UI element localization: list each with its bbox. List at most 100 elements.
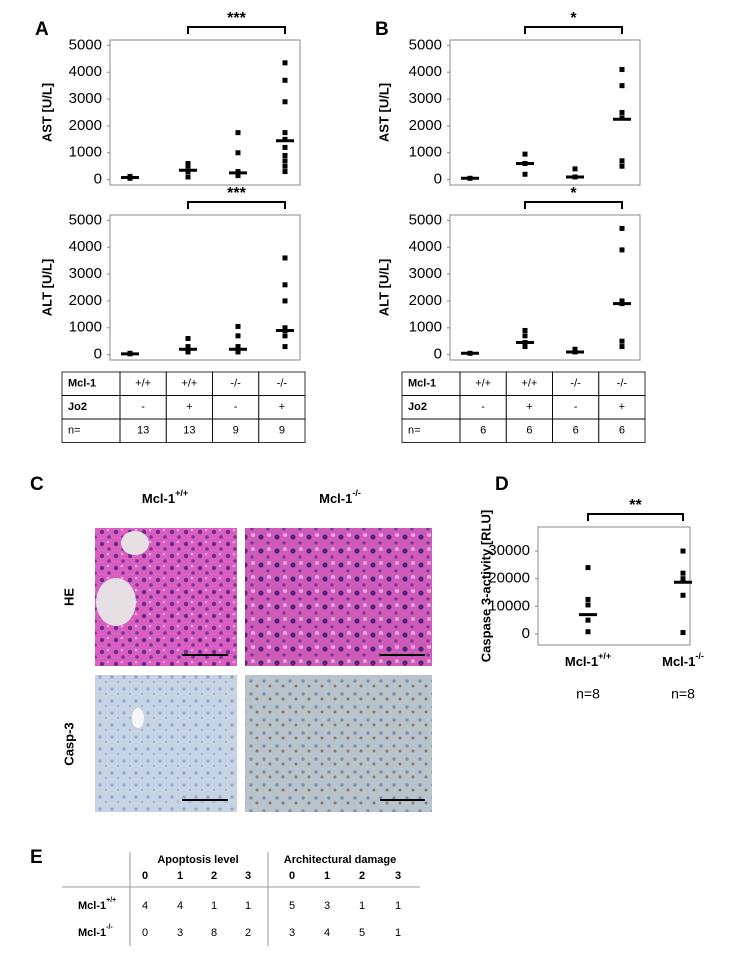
y-tick-label: 4000 [69, 238, 102, 255]
data-point [282, 344, 288, 350]
data-point [282, 255, 288, 261]
table-text: 9 [279, 425, 285, 437]
data-point [185, 174, 191, 180]
table-cell [258, 418, 306, 443]
data-point [282, 152, 288, 158]
y-tick-label: 3000 [69, 265, 102, 282]
y-tick-label: 2000 [69, 117, 102, 134]
score-row-label: Mcl-1+/+ [78, 897, 116, 912]
data-point [619, 225, 625, 231]
score-row-label-base: Mcl-1 [78, 900, 106, 912]
data-point [619, 298, 625, 304]
row-label: Casp-3 [61, 722, 76, 765]
data-point [282, 158, 288, 164]
data-point [235, 333, 241, 339]
data-point [235, 173, 241, 179]
data-point [235, 323, 241, 329]
data-point [585, 596, 591, 602]
significance-bracket [187, 26, 286, 34]
data-point [282, 99, 288, 105]
data-point [282, 282, 288, 288]
table-text: +/+ [181, 378, 197, 390]
y-tick-label: 3000 [409, 90, 442, 107]
data-point [585, 565, 591, 571]
group-label-sup: -/- [695, 651, 704, 661]
y-tick-label: 1000 [69, 319, 102, 336]
plot-area [449, 39, 641, 186]
data-point [680, 576, 686, 582]
column-title: Mcl-1-/- [319, 488, 361, 506]
score-value: 1 [395, 900, 401, 912]
y-tick-label: 5000 [409, 36, 442, 53]
table-text: n= [408, 425, 421, 437]
table-text: Mcl-1 [68, 378, 96, 390]
y-tick-label: 5000 [69, 211, 102, 228]
y-tick-label: 20000 [488, 570, 530, 587]
score-value: 1 [359, 900, 365, 912]
panel-label: D [495, 474, 509, 495]
data-point [282, 169, 288, 175]
significance-bracket [524, 26, 623, 34]
table-text: -/- [277, 378, 288, 390]
score-value: 2 [245, 927, 251, 939]
data-point [680, 630, 686, 636]
row-label: HE [61, 588, 76, 606]
y-tick-label: 5000 [69, 36, 102, 53]
plot-area [109, 214, 301, 361]
data-point [619, 163, 625, 169]
data-point [585, 617, 591, 623]
significance-bracket [587, 513, 684, 521]
score-level: 0 [142, 870, 148, 882]
table-text: 6 [526, 425, 532, 437]
score-level: 3 [245, 870, 251, 882]
y-tick-label: 2000 [409, 117, 442, 134]
data-point [680, 548, 686, 554]
y-tick-label: 10000 [488, 597, 530, 614]
score-value: 5 [289, 900, 295, 912]
significance-label: * [570, 10, 577, 27]
column-title-base: Mcl-1 [319, 491, 352, 506]
data-point [282, 298, 288, 304]
he-image-ko [245, 528, 432, 666]
significance-label: * [570, 185, 577, 202]
table-text: -/- [617, 378, 628, 390]
column-title-sup: +/+ [175, 488, 188, 498]
score-row-label-sup: +/+ [106, 897, 116, 904]
score-value: 3 [177, 927, 183, 939]
casp3-image-wt [95, 675, 237, 812]
y-tick-label: 3000 [69, 90, 102, 107]
data-point [619, 83, 625, 89]
table-text: 6 [480, 425, 486, 437]
data-point [185, 344, 191, 350]
data-point [619, 110, 625, 115]
table-text: 13 [137, 425, 149, 437]
score-level: 2 [211, 870, 217, 882]
significance-bracket [187, 201, 286, 209]
score-value: 4 [177, 900, 183, 912]
data-point [282, 77, 288, 83]
table-text: - [234, 401, 238, 413]
score-value: 4 [324, 927, 330, 939]
y-tick-label: 3000 [409, 265, 442, 282]
table-text: + [279, 401, 285, 413]
score-value: 5 [359, 927, 365, 939]
data-point [522, 333, 528, 339]
table-text: 13 [183, 425, 195, 437]
plot-area [537, 526, 691, 646]
table-text: n= [68, 425, 81, 437]
table-text: - [574, 401, 578, 413]
score-value: 8 [211, 927, 217, 939]
y-tick-label: 4000 [69, 63, 102, 80]
score-row-label-sup: -/- [106, 924, 113, 931]
table-text: 9 [233, 425, 239, 437]
data-point [235, 150, 241, 156]
score-value: 4 [142, 900, 148, 912]
score-value: 1 [245, 900, 251, 912]
data-point [522, 171, 528, 177]
y-axis-label: Caspase 3-activity [RLU] [478, 510, 493, 662]
data-point [572, 346, 578, 352]
data-point [282, 325, 288, 331]
table-text: +/+ [135, 378, 151, 390]
table-text: - [141, 401, 145, 413]
y-tick-label: 0 [94, 171, 102, 188]
